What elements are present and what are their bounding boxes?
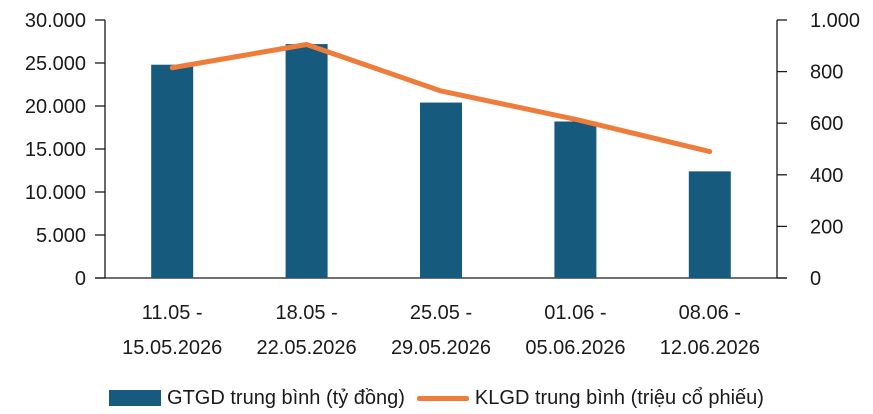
x-tick-label: 15.05.2026 [122,337,222,359]
legend-line-swatch [416,395,469,401]
x-tick-label: 08.06 - [679,302,741,324]
x-tick-label: 11.05 - [142,302,203,324]
x-tick-label: 12.06.2026 [660,337,760,359]
x-tick-label: 29.05.2026 [391,337,491,359]
bar [554,121,597,278]
series-line [169,42,713,155]
legend: GTGD trung bình (tỷ đồng) KLGD trung bìn… [0,385,873,411]
y-right-tick-label: 200 [810,216,843,238]
chart-plot: 0 5.000 10.000 15.000 20.000 25.000 30.000 0 200… [25,10,860,359]
x-tick-label: 25.05 - [410,302,472,324]
legend-item-line: KLGD trung bình (triệu cổ phiếu) [416,386,764,410]
y-right-tick-label: 800 [810,62,843,84]
y-right-tick-label: 0 [810,268,821,290]
bar [420,102,462,278]
y-left-tick-label: 5.000 [36,225,86,247]
y-left-tick-label: 25.000 [25,53,86,75]
x-tick-label: 01.06 - [544,302,606,324]
legend-bar-swatch [109,390,162,406]
y-right-tick-label: 1.000 [810,10,860,32]
x-tick-label: 22.05.2026 [257,337,357,359]
x-tick-label: 05.06.2026 [525,337,625,359]
y-left-tick-label: 0 [75,268,86,290]
legend-item-bar: GTGD trung bình (tỷ đồng) [109,387,405,410]
y-right-tick-label: 400 [810,165,843,187]
bar [151,64,194,278]
x-tick-label: 18.05 - [275,302,337,324]
y-left-tick-label: 10.000 [25,182,86,204]
y-left-tick-label: 30.000 [25,10,86,32]
legend-line-label: KLGD trung bình (triệu cổ phiếu) [474,386,764,409]
y-right-tick-label: 600 [810,113,843,135]
y-left-tick-label: 20.000 [25,96,86,118]
legend-bar-label: GTGD trung bình (tỷ đồng) [167,386,405,409]
y-left-tick-label: 15.000 [25,139,86,161]
bar [688,171,731,278]
bar [285,44,328,278]
